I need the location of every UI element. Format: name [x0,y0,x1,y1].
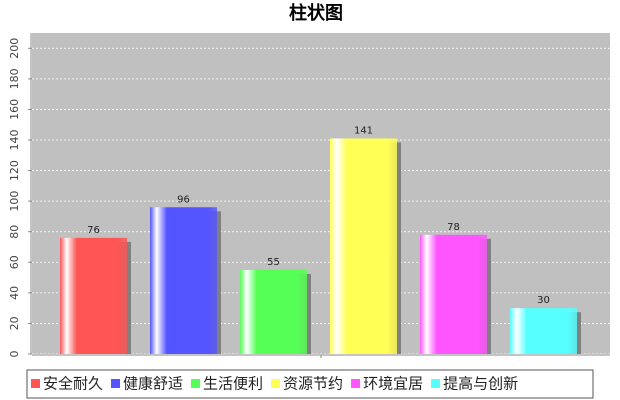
legend-swatch [351,379,361,388]
bar [420,234,487,354]
y-tick-label: 120 [8,160,21,181]
legend-label: 生活便利 [203,375,263,393]
y-tick-label: 200 [8,38,21,59]
value-label: 78 [447,222,460,233]
legend-label: 安全耐久 [43,375,103,393]
legend-swatch [271,379,281,388]
y-tick-label: 140 [8,130,21,151]
value-label: 96 [177,194,190,205]
chart-title: 柱状图 [289,2,343,24]
legend-swatch [431,379,441,388]
value-label: 141 [354,125,373,136]
legend-box [26,369,594,399]
value-label: 76 [87,225,100,236]
y-tick-label: 80 [8,225,21,239]
bar [240,269,307,354]
y-tick-label: 60 [8,255,21,269]
value-label: 30 [537,295,550,306]
y-tick-label: 180 [8,68,21,89]
bar [150,207,217,354]
y-tick-label: 160 [8,99,21,120]
bar [330,138,397,354]
legend-label: 健康舒适 [123,375,183,393]
bar [60,237,127,354]
y-tick-label: 0 [8,351,21,358]
legend-swatch [191,379,201,388]
y-tick-label: 100 [8,191,21,212]
legend-label: 提高与创新 [443,375,518,393]
bar [510,308,577,354]
legend-label: 环境宜居 [363,375,423,393]
value-label: 55 [267,257,280,268]
y-tick-label: 40 [8,286,21,300]
legend-swatch [31,379,40,388]
legend-label: 资源节约 [283,375,343,393]
legend-swatch [111,379,121,388]
y-tick-label: 20 [8,316,21,330]
